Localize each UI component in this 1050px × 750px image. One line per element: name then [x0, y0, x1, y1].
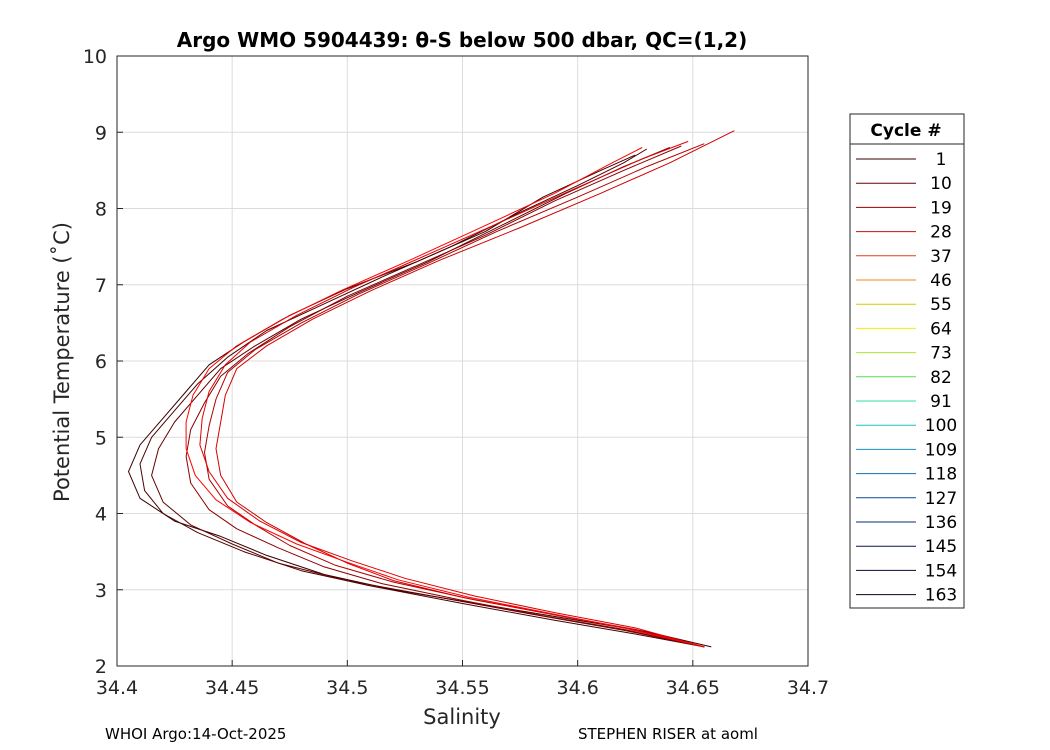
series-group — [128, 130, 735, 648]
legend-label: 37 — [930, 247, 952, 267]
series-line-profile-b — [139, 148, 705, 648]
legend-label: 82 — [930, 368, 952, 388]
series-line-profile-c — [151, 147, 705, 648]
legend-box — [849, 113, 965, 609]
y-tick-label: 8 — [95, 199, 107, 221]
legend-label: 73 — [930, 344, 952, 364]
legend-label: 127 — [925, 489, 957, 509]
x-ticks: 34.4 34.45 34.5 34.55 34.6 34.65 34.7 — [96, 660, 829, 699]
x-axis-label: Salinity — [423, 705, 501, 729]
chart-title: Argo WMO 5904439: θ-S below 500 dbar, QC… — [177, 28, 747, 52]
x-tick-label: 34.45 — [205, 677, 259, 699]
series-line-profile-g — [199, 140, 705, 648]
y-tick-label: 9 — [95, 122, 107, 144]
legend-label: 10 — [930, 174, 952, 194]
y-ticks: 2 3 4 5 6 7 8 9 10 — [83, 46, 123, 678]
y-tick-label: 4 — [95, 504, 107, 526]
y-tick-label: 6 — [95, 351, 107, 373]
legend-title: Cycle # — [870, 121, 941, 141]
y-tick-label: 5 — [95, 427, 107, 449]
legend-label: 163 — [925, 586, 957, 606]
series-line-profile-h — [185, 147, 705, 648]
legend-label: 109 — [925, 440, 957, 460]
legend-label: 91 — [930, 392, 952, 412]
series-line-profile-f — [215, 130, 735, 648]
x-tick-label: 34.7 — [787, 677, 829, 699]
legend-label: 64 — [930, 319, 952, 339]
x-tick-label: 34.5 — [326, 677, 368, 699]
legend-label: 145 — [925, 537, 957, 557]
legend-label: 46 — [930, 271, 952, 291]
legend: Cycle # 1 10 19 28 37 46 55 64 73 82 91 100 109 118 12… — [849, 113, 965, 609]
y-axis-label: Potential Temperature (˚C) — [50, 222, 74, 502]
legend-label: 118 — [925, 465, 957, 485]
series-line-profile-d — [185, 145, 705, 648]
legend-label: 55 — [930, 295, 952, 315]
footer-source: WHOI Argo:14-Oct-2025 — [105, 725, 287, 743]
legend-label: 19 — [930, 198, 952, 218]
footer-credit: STEPHEN RISER at aoml — [578, 725, 758, 743]
x-tick-label: 34.65 — [666, 677, 720, 699]
legend-label: 136 — [925, 513, 957, 533]
legend-label: 1 — [936, 150, 947, 170]
legend-label: 100 — [925, 416, 957, 436]
legend-label: 154 — [925, 561, 957, 581]
x-tick-label: 34.55 — [435, 677, 489, 699]
y-tick-label: 2 — [95, 656, 107, 678]
x-tick-label: 34.6 — [557, 677, 599, 699]
legend-label: 28 — [930, 223, 952, 243]
y-tick-label: 10 — [83, 46, 107, 68]
x-tick-label: 34.4 — [96, 677, 138, 699]
y-tick-label: 3 — [95, 580, 107, 602]
y-tick-label: 7 — [95, 275, 107, 297]
